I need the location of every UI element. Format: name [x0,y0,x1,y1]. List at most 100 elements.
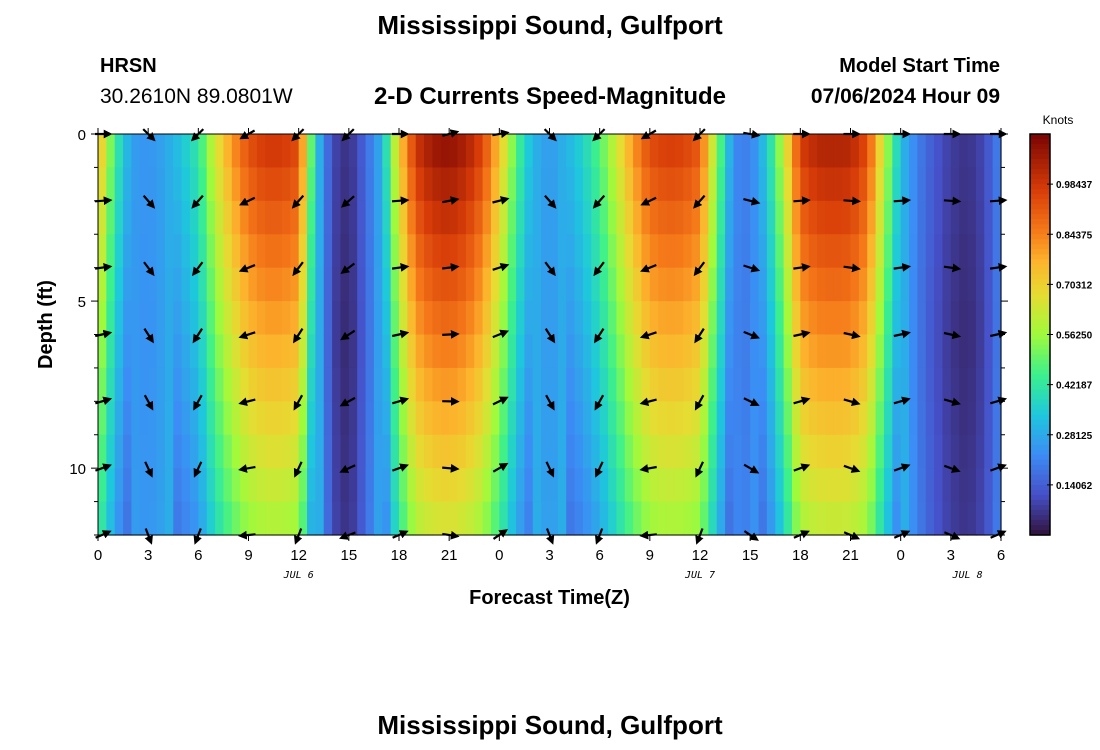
heatmap-cell [424,434,434,469]
heatmap-cell [490,334,500,369]
heatmap-cell [240,134,250,169]
heatmap-cell [892,401,902,436]
heatmap-cell [507,200,517,235]
heatmap-cell [507,167,517,202]
heatmap-cell [858,367,868,402]
heatmap-cell [624,468,634,503]
heatmap-cell [440,200,450,235]
heatmap-cell [549,501,559,536]
heatmap-cell [407,468,417,503]
heatmap-cell [984,501,994,536]
heatmap-cell [649,167,659,202]
heatmap-cell [332,301,342,336]
heatmap-cell [290,167,300,202]
heatmap-cell [273,267,283,302]
heatmap-cell [474,401,484,436]
heatmap-cell [892,134,902,169]
current-arrow [391,329,410,339]
heatmap-cell [892,301,902,336]
heatmap-cell [984,434,994,469]
heatmap-cell [608,301,617,336]
heatmap-cell [432,334,442,369]
heatmap-cell [198,468,208,503]
heatmap-cell [557,401,567,436]
heatmap-cell [365,267,375,302]
heatmap-cell [382,468,392,503]
heatmap-cell [984,134,994,169]
heatmap-cell [683,167,693,202]
heatmap-cell [608,401,617,436]
heatmap-cell [340,200,350,235]
heatmap-cell [566,301,576,336]
heatmap-cell [791,434,801,469]
heatmap-cell [390,401,400,436]
heatmap-cell [307,200,316,235]
heatmap-cell [750,267,760,302]
heatmap-cell [307,234,316,269]
heatmap-cell [390,167,400,202]
current-arrow [94,263,113,272]
heatmap-cell [465,401,475,436]
heatmap-cell [942,501,952,536]
heatmap-cell [474,434,484,469]
heatmap-cell [858,501,868,536]
heatmap-cell [783,434,793,469]
colorbar-tick-label: 0.84375 [1056,230,1093,241]
heatmap-cell [783,334,793,369]
heatmap-cell [867,301,877,336]
heatmap-cell [800,334,810,369]
heatmap-cell [231,501,241,536]
heatmap-cell [499,167,509,202]
heatmap-cell [641,167,651,202]
heatmap-cell [281,401,291,436]
heatmap-cell [415,501,425,536]
heatmap-cell [415,134,425,169]
heatmap-cell [390,468,400,503]
heatmap-cell [775,401,785,436]
heatmap-cell [708,134,718,169]
heatmap-cell [766,301,776,336]
current-arrow [143,261,155,277]
heatmap-cell [490,234,500,269]
heatmap-cell [959,301,969,336]
heatmap-cell [942,401,952,436]
heatmap-cell [975,367,985,402]
x-tick-label: 15 [340,547,357,564]
heatmap-cell [407,301,417,336]
heatmap-cell [683,367,693,402]
heatmap-cell [440,501,450,536]
heatmap-cell [967,134,977,169]
heatmap-cell [909,367,918,402]
heatmap-cell [131,367,141,402]
heatmap-cell [950,167,960,202]
heatmap-cell [867,468,877,503]
heatmap-cell [883,434,893,469]
heatmap-cell [683,134,693,169]
heatmap-cell [733,134,743,169]
heatmap-cell [591,167,601,202]
heatmap-cell [390,267,400,302]
heatmap-cell [223,234,233,269]
heatmap-cell [591,234,601,269]
colorbar-tick-label: 0.14062 [1056,481,1093,492]
heatmap-cell [867,200,877,235]
heatmap-cell [215,401,225,436]
heatmap-cell [800,468,810,503]
heatmap-cell [373,501,383,536]
heatmap-cell [139,334,149,369]
heatmap-cell [858,434,868,469]
heatmap-cell [223,134,233,169]
heatmap-cell [440,367,450,402]
heatmap-cell [716,167,726,202]
heatmap-cell [875,501,885,536]
heatmap-cell [248,267,258,302]
heatmap-cell [215,267,225,302]
heatmap-cell [842,301,852,336]
heatmap-cell [984,200,994,235]
heatmap-cell [967,434,977,469]
heatmap-cell [482,434,492,469]
heatmap-cell [775,167,785,202]
heatmap-cell [482,334,492,369]
heatmap-cell [566,334,576,369]
heatmap-cell [967,367,977,402]
